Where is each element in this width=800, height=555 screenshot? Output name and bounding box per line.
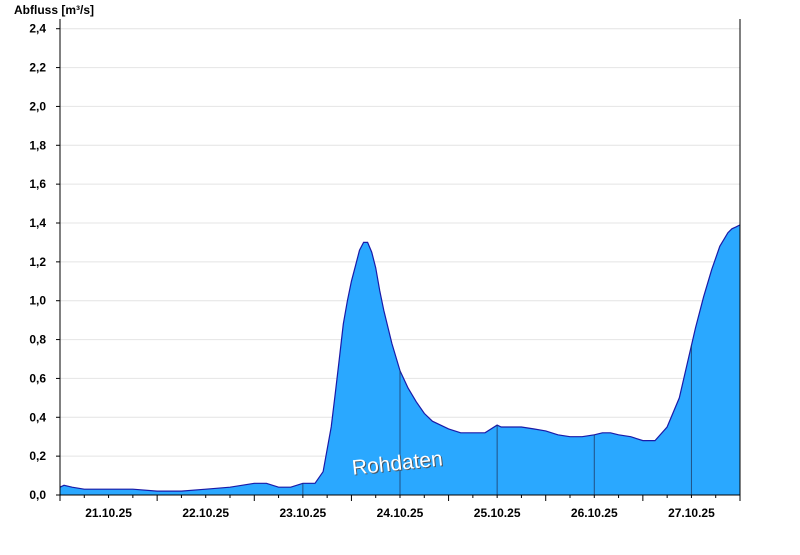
y-tick-label: 1,4	[29, 216, 46, 230]
y-tick-labels: 0,0 0,2 0,4 0,6 0,8 1,0 1,2 1,4 1,6 1,8 2,0 2,2 2,4	[29, 22, 46, 502]
y-tick-label: 0,4	[29, 410, 46, 424]
x-tick-label: 24.10.25	[377, 506, 424, 520]
x-tick-label: 25.10.25	[474, 506, 521, 520]
y-tick-label: 1,2	[29, 255, 46, 269]
y-tick-label: 1,0	[29, 294, 46, 308]
y-tick-label: 2,2	[29, 61, 46, 75]
x-tick-label: 27.10.25	[668, 506, 715, 520]
gridlines	[60, 28, 740, 457]
x-tick-label: 23.10.25	[279, 506, 326, 520]
day-separators	[302, 345, 692, 495]
x-tick-labels: 21.10.25 22.10.25 23.10.25 24.10.25 25.10.25…	[85, 506, 715, 520]
discharge-line	[59, 224, 741, 492]
y-tick-label: 2,4	[29, 22, 46, 36]
y-axis-title: Abfluss [m³/s]	[14, 3, 94, 17]
y-tick-label: 0,8	[29, 333, 46, 347]
y-tick-label: 2,0	[29, 99, 46, 113]
y-tick-label: 1,8	[29, 138, 46, 152]
axes	[56, 19, 741, 501]
x-tick-label: 26.10.25	[571, 506, 618, 520]
y-tick-label: 0,6	[29, 371, 46, 385]
x-tick-label: 21.10.25	[85, 506, 132, 520]
x-tick-label: 22.10.25	[182, 506, 229, 520]
y-tick-label: 0,0	[29, 488, 46, 502]
y-tick-label: 1,6	[29, 177, 46, 191]
y-tick-label: 0,2	[29, 449, 46, 463]
